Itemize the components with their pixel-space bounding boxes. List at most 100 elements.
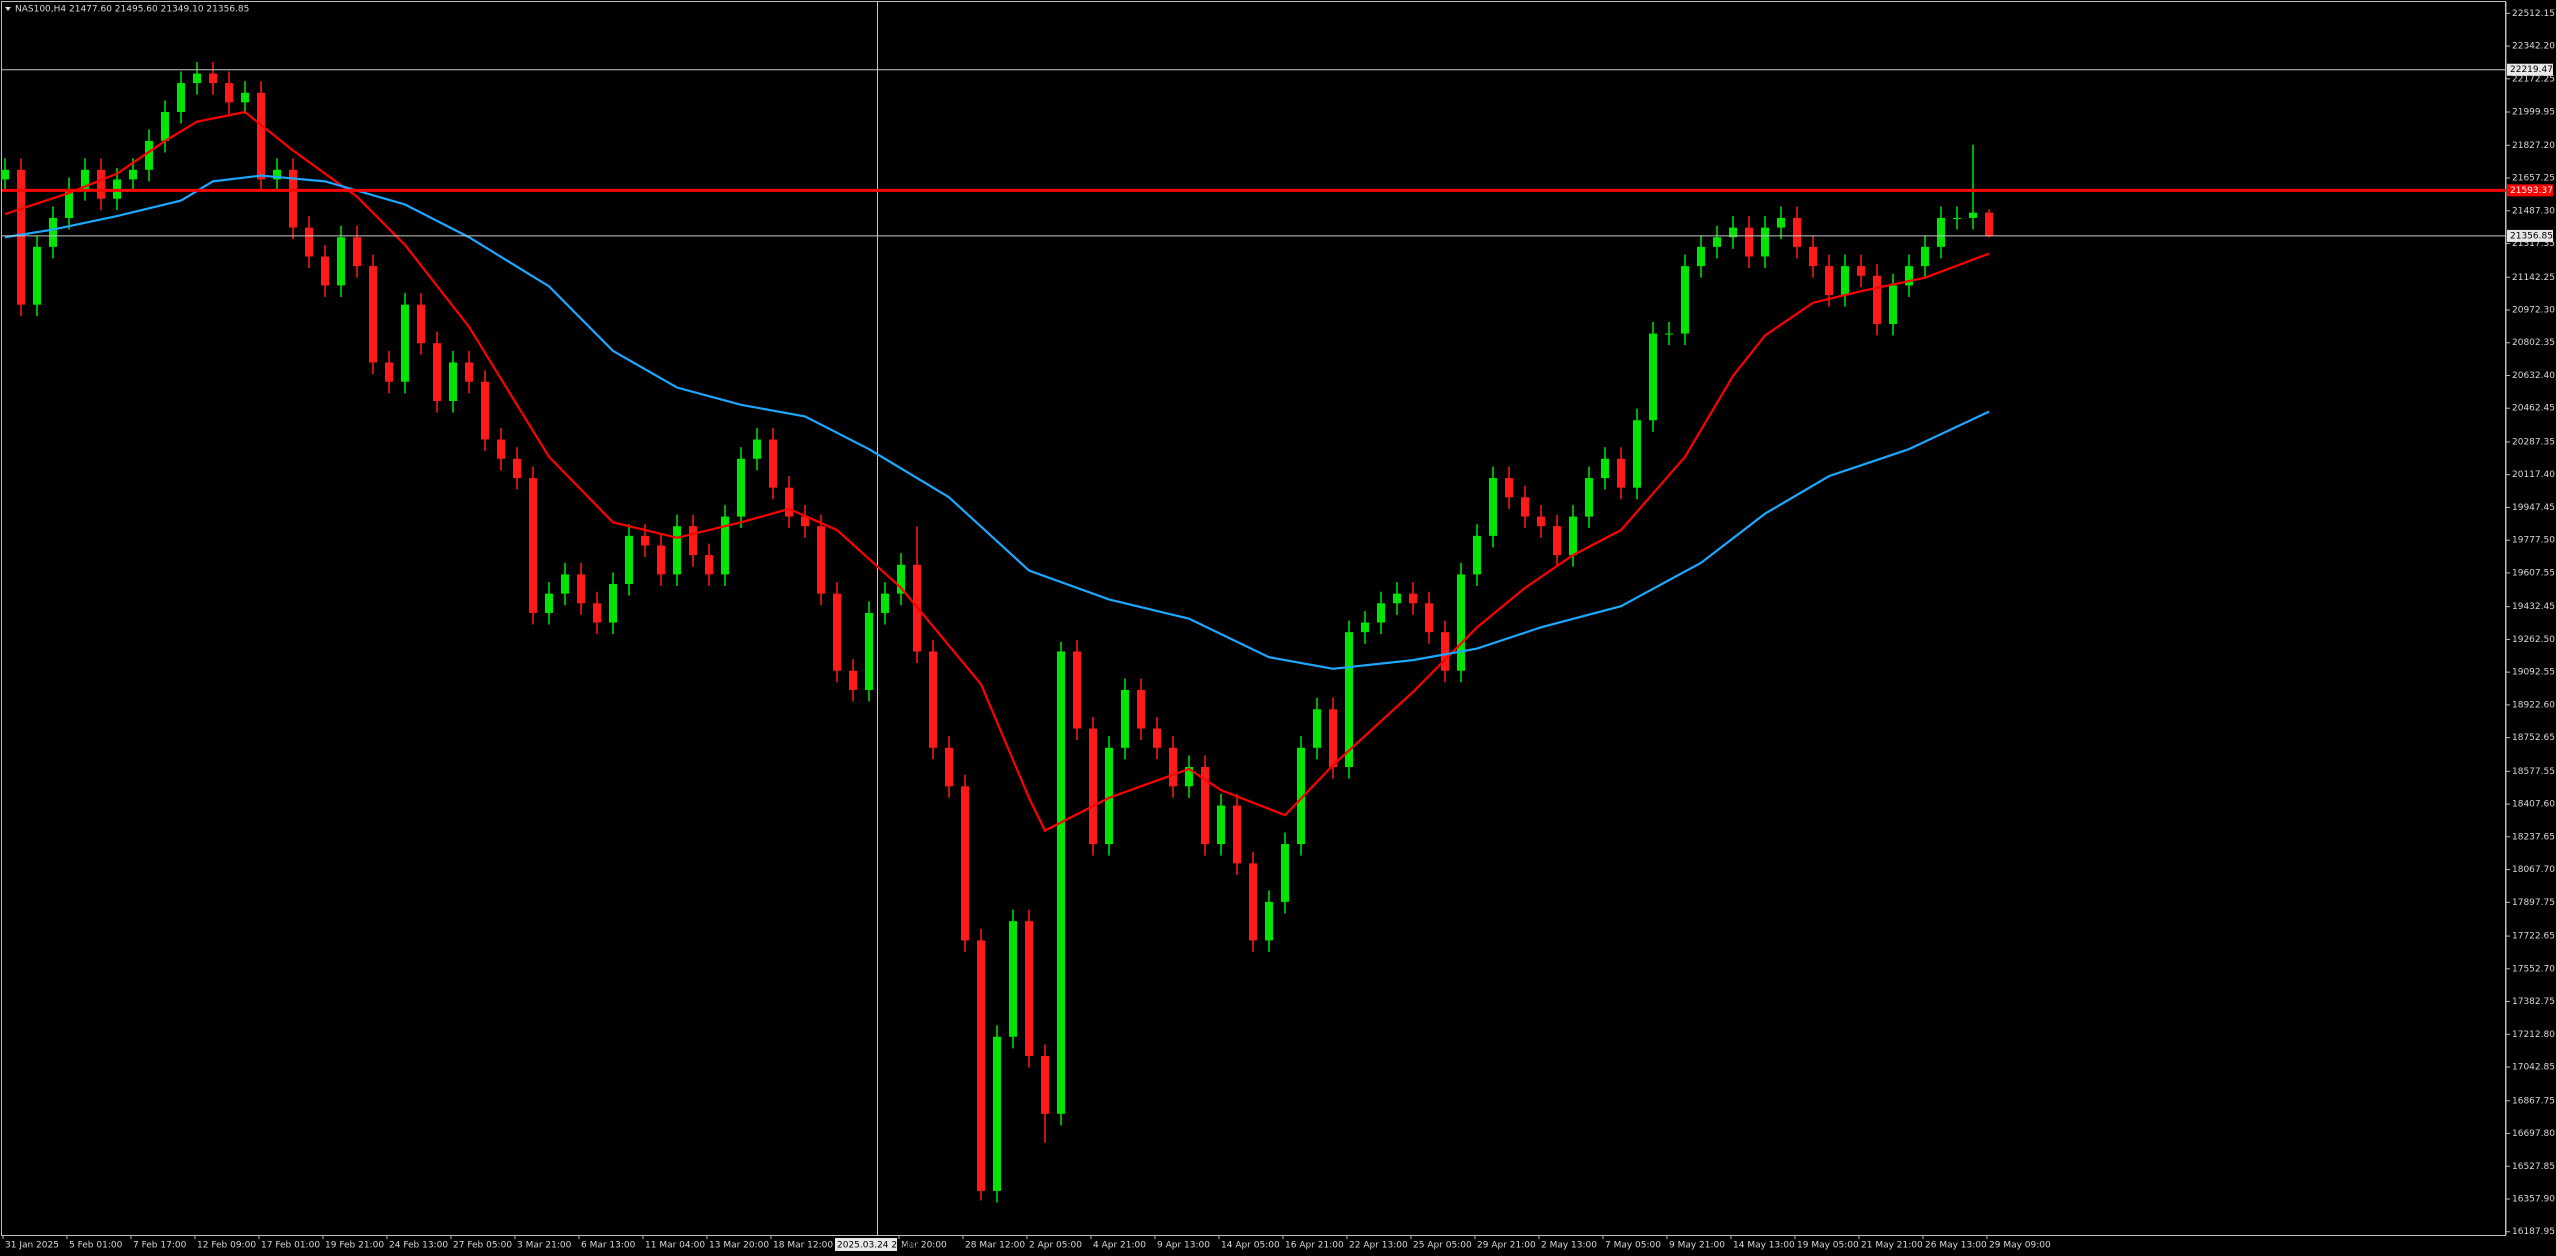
candle-body — [1233, 805, 1241, 864]
candle-body — [1393, 593, 1401, 604]
moving-average-line — [4, 174, 1990, 670]
candle-body — [1489, 478, 1497, 536]
x-tick-label: 25 Apr 05:00 — [1413, 1241, 1472, 1251]
candle-body — [801, 516, 809, 527]
candle-body — [513, 458, 521, 479]
x-tick-label: 16 Apr 21:00 — [1285, 1241, 1344, 1251]
candle-body — [1969, 212, 1977, 218]
y-tick-label: 16357.90 — [2512, 1194, 2555, 1204]
candle-body — [1889, 285, 1897, 324]
candle-body — [321, 256, 329, 286]
x-tick-label: 27 Feb 05:00 — [453, 1241, 512, 1251]
candle-body — [1441, 632, 1449, 671]
x-tick-label: 18 Mar 12:00 — [773, 1241, 833, 1251]
candle-body — [1153, 728, 1161, 748]
price-box — [2507, 63, 2553, 76]
x-tick-label: 3 Mar 21:00 — [517, 1241, 572, 1251]
y-tick-label: 18752.65 — [2512, 733, 2555, 743]
x-tick-label: 21 May 21:00 — [1861, 1241, 1923, 1251]
x-tick-label: 14 Apr 05:00 — [1221, 1241, 1280, 1251]
candle-body — [1185, 767, 1193, 787]
candle-body — [433, 343, 441, 401]
candle-body — [961, 786, 969, 941]
candle-body — [769, 439, 777, 488]
moving-average-line — [4, 110, 1990, 833]
candle-body — [1649, 333, 1657, 421]
crosshair-time-box — [835, 1238, 897, 1251]
candle-body — [1681, 266, 1689, 334]
y-tick-label: 21657.25 — [2512, 174, 2555, 184]
x-tick-label: 7 Feb 17:00 — [133, 1241, 187, 1251]
candle-body — [481, 381, 489, 440]
candle-body — [1473, 535, 1481, 575]
menu-triangle — [5, 7, 11, 11]
candle-body — [337, 237, 345, 286]
y-tick-label: 22342.20 — [2512, 42, 2555, 52]
candle-body — [689, 526, 697, 556]
candle-body — [1217, 805, 1225, 845]
x-tick-label: 7 May 05:00 — [1605, 1241, 1661, 1251]
candle-body — [1521, 497, 1529, 517]
y-tick-label: 19607.55 — [2512, 568, 2555, 578]
y-tick-label: 19777.50 — [2512, 536, 2555, 546]
x-tick-label: 9 Apr 13:00 — [1157, 1241, 1210, 1251]
candle-body — [753, 439, 761, 459]
y-tick-label: 20462.45 — [2512, 404, 2555, 414]
candle-body — [225, 83, 233, 103]
candle-body — [1009, 921, 1017, 1037]
x-tick-label: 28 Mar 12:00 — [965, 1241, 1025, 1251]
candle-body — [577, 574, 585, 604]
price-box — [2507, 184, 2553, 197]
candle-body — [1281, 844, 1289, 902]
candle-body — [289, 169, 297, 228]
candle-body — [1665, 333, 1673, 335]
x-tick-label: Mar 20:00 — [901, 1241, 947, 1251]
candle-body — [1697, 246, 1705, 267]
x-tick-label: 13 Mar 20:00 — [709, 1241, 769, 1251]
candle-body — [1169, 747, 1177, 787]
y-tick-label: 20287.35 — [2512, 437, 2555, 447]
x-tick-label: 5 Feb 01:00 — [69, 1241, 123, 1251]
y-tick-label: 21827.20 — [2512, 141, 2555, 151]
candle-body — [1585, 478, 1593, 517]
y-tick-label: 16187.95 — [2512, 1227, 2555, 1237]
price-box-label: 21593.37 — [2510, 186, 2553, 196]
candle-body — [65, 189, 73, 218]
candle-body — [1313, 709, 1321, 748]
candle-body — [1953, 217, 1961, 219]
candle-body — [1329, 709, 1337, 768]
candle-body — [593, 603, 601, 623]
candle-body — [1601, 458, 1609, 479]
price-box — [2507, 229, 2553, 242]
y-tick-label: 18237.65 — [2512, 832, 2555, 842]
candle-body — [1569, 516, 1577, 556]
candle-body — [849, 670, 857, 690]
candle-body — [1377, 603, 1385, 623]
candle-body — [1057, 651, 1065, 1114]
candle-body — [81, 169, 89, 190]
y-tick-label: 21142.25 — [2512, 273, 2555, 283]
candle-body — [657, 545, 665, 575]
candle-body — [385, 362, 393, 382]
crosshair-time-label: 2025.03.24 20:00 — [837, 1241, 918, 1251]
candle-body — [1249, 863, 1257, 941]
candle-body — [369, 266, 377, 363]
candle-body — [1537, 516, 1545, 527]
candle-body — [1873, 275, 1881, 324]
y-tick-label: 17042.85 — [2512, 1063, 2555, 1073]
candle-body — [417, 304, 425, 344]
x-tick-label: 2 Apr 05:00 — [1029, 1241, 1082, 1251]
price-box-label: 21356.85 — [2510, 231, 2553, 241]
y-tick-label: 18407.60 — [2512, 800, 2555, 810]
candle-body — [193, 73, 201, 84]
candle-body — [1825, 266, 1833, 296]
x-tick-label: 14 May 13:00 — [1733, 1241, 1795, 1251]
y-tick-label: 19432.45 — [2512, 602, 2555, 612]
candle-body — [1777, 217, 1785, 228]
y-tick-label: 22172.25 — [2512, 74, 2555, 84]
candle-body — [1809, 246, 1817, 267]
y-tick-label: 17897.75 — [2512, 898, 2555, 908]
candle-body — [209, 73, 217, 84]
x-tick-label: 24 Feb 13:00 — [389, 1241, 448, 1251]
